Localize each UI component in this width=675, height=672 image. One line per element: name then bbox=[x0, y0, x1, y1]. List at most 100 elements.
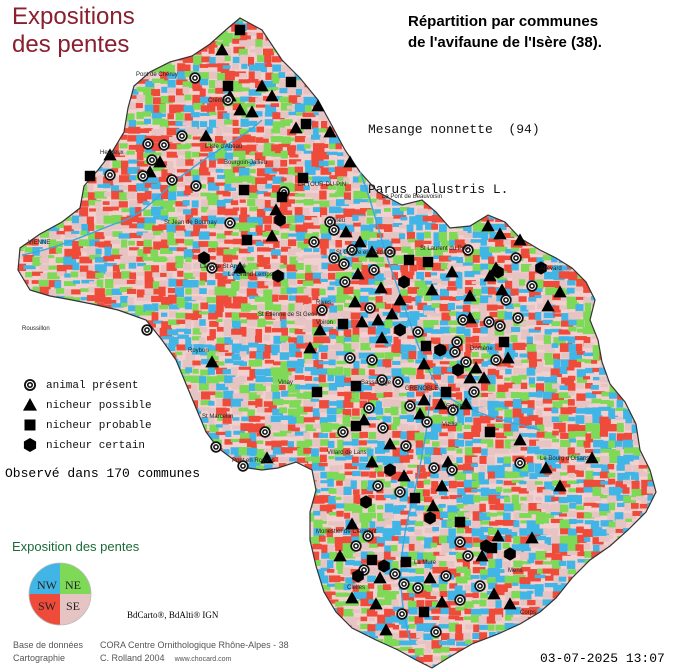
marker-square bbox=[311, 386, 323, 398]
marker-target bbox=[316, 304, 328, 316]
marker-hexagon bbox=[394, 323, 406, 337]
marker-target bbox=[494, 320, 506, 332]
marker-triangle bbox=[417, 357, 431, 370]
species-latin-name: Parus palustris L. bbox=[368, 182, 509, 197]
marker-triangle bbox=[525, 531, 539, 544]
marker-target bbox=[451, 336, 463, 348]
marker-triangle bbox=[553, 479, 567, 492]
marker-square bbox=[222, 80, 234, 92]
town-label: Pont en Royans bbox=[232, 458, 275, 464]
marker-square bbox=[400, 556, 412, 568]
marker-square bbox=[276, 191, 288, 203]
credits: Base de données CORA Centre Ornithologiqu… bbox=[13, 639, 289, 666]
marker-triangle bbox=[379, 623, 393, 636]
marker-triangle bbox=[469, 361, 483, 374]
marker-target bbox=[446, 464, 458, 476]
marker-target bbox=[137, 170, 149, 182]
isere-river bbox=[359, 171, 541, 431]
marker-triangle bbox=[435, 595, 449, 608]
marker-square bbox=[350, 380, 362, 392]
pie-slice-nw bbox=[29, 563, 60, 594]
marker-target bbox=[500, 294, 512, 306]
marker-target bbox=[490, 354, 502, 366]
marker-triangle bbox=[383, 437, 397, 450]
town-label: Heyrieux bbox=[100, 150, 124, 156]
legend-label-possible: nicheur possible bbox=[46, 400, 152, 412]
marker-hexagon bbox=[535, 261, 547, 275]
marker-target bbox=[166, 174, 178, 186]
marker-target bbox=[474, 580, 486, 592]
town-label: L'Isle d'Abeau bbox=[205, 144, 243, 150]
marker-triangle bbox=[426, 499, 440, 512]
marker-target bbox=[457, 314, 469, 326]
marker-triangle bbox=[463, 371, 477, 384]
marker-target bbox=[259, 426, 271, 438]
marker-triangle bbox=[265, 229, 279, 242]
marker-target bbox=[350, 540, 362, 552]
marker-triangle bbox=[481, 219, 495, 232]
marker-triangle bbox=[351, 267, 365, 280]
marker-target bbox=[430, 626, 442, 638]
marker-target bbox=[510, 252, 522, 264]
marker-hexagon bbox=[504, 547, 516, 561]
marker-target bbox=[421, 416, 433, 428]
marker-triangle bbox=[365, 455, 379, 468]
marker-target bbox=[222, 94, 234, 106]
marker-square bbox=[238, 184, 250, 196]
marker-triangle bbox=[495, 283, 509, 296]
town-label: Domène bbox=[470, 346, 493, 352]
town-label: La Côte St André bbox=[200, 264, 246, 270]
town-label: Virieu bbox=[330, 218, 346, 224]
marker-square bbox=[484, 426, 496, 438]
drac-river bbox=[400, 394, 431, 641]
marker-target bbox=[190, 180, 202, 192]
marker-target bbox=[404, 400, 416, 412]
marker-square bbox=[454, 516, 466, 528]
town-label: Le Grand Lemps bbox=[228, 272, 273, 278]
marker-triangle bbox=[245, 105, 259, 118]
marker-triangle bbox=[353, 235, 367, 248]
marker-triangle bbox=[103, 148, 117, 161]
marker-triangle bbox=[503, 597, 517, 610]
marker-square bbox=[409, 492, 421, 504]
town-label: Rives bbox=[316, 300, 332, 306]
town-label: Roybon bbox=[188, 348, 209, 354]
species-common-name: Mesange nonnette (94) bbox=[368, 122, 540, 137]
marker-triangle bbox=[265, 89, 279, 102]
marker-target bbox=[308, 236, 320, 248]
marker-target bbox=[460, 356, 472, 368]
marker-triangle bbox=[303, 341, 317, 354]
town-label: St Etienne de St Geoirs bbox=[258, 312, 321, 318]
marker-triangle bbox=[539, 461, 553, 474]
town-label: Clelles bbox=[347, 585, 366, 591]
marker-triangle bbox=[435, 479, 449, 492]
town-label: Crémieu bbox=[208, 98, 231, 104]
legend-item-probable: nicheur probable bbox=[18, 416, 152, 436]
credits-carto-value: C. Rolland 2004 bbox=[100, 653, 165, 663]
marker-triangle bbox=[373, 571, 387, 584]
marker-target bbox=[384, 246, 396, 258]
marker-hexagon bbox=[398, 275, 410, 289]
town-label: LA TOUR-DU-PIN bbox=[298, 182, 347, 188]
marker-target bbox=[141, 324, 153, 336]
marker-hexagon bbox=[434, 343, 446, 357]
town-label: Le Bourg d'Oisans bbox=[540, 456, 590, 462]
marker-hexagon bbox=[384, 463, 396, 477]
marker-triangle bbox=[153, 155, 167, 168]
marker-hexagon bbox=[274, 213, 286, 227]
marker-target bbox=[328, 224, 340, 236]
marker-hexagon bbox=[492, 265, 504, 279]
marker-target bbox=[224, 217, 236, 229]
marker-target bbox=[377, 422, 389, 434]
marker-triangle bbox=[345, 591, 359, 604]
marker-triangle bbox=[205, 355, 219, 368]
marker-hexagon bbox=[378, 559, 390, 573]
marker-target bbox=[447, 404, 459, 416]
town-label: St Geoire en Valdaine bbox=[336, 250, 395, 256]
marker-triangle bbox=[385, 307, 399, 320]
marker-triangle bbox=[491, 529, 505, 542]
marker-triangle bbox=[513, 433, 527, 446]
credits-carto-label: Cartographie bbox=[13, 653, 66, 663]
marker-triangle bbox=[313, 323, 327, 336]
marker-target bbox=[462, 550, 474, 562]
